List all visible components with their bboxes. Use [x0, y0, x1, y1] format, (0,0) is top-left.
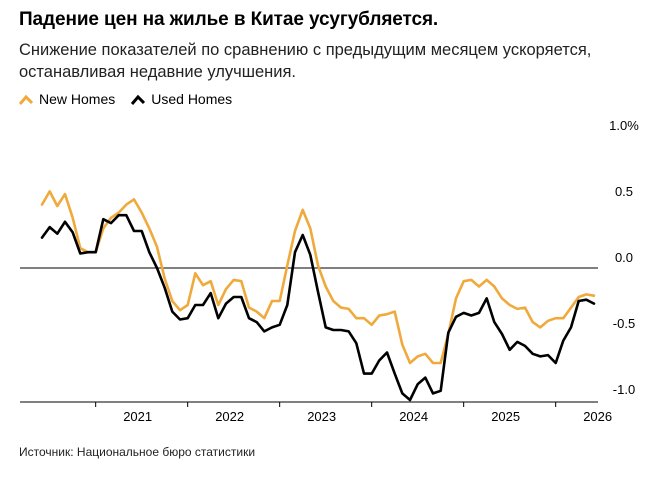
y-tick-label: -0.5 — [613, 316, 635, 331]
x-tick-label: 2024 — [399, 409, 428, 424]
legend-label-new-homes: New Homes — [39, 91, 116, 107]
new-homes-swatch-icon — [19, 94, 33, 105]
series-line-used-homes — [40, 213, 596, 402]
source-note: Источник: Национальное бюро статистики — [19, 445, 256, 459]
y-tick-label: 0.5 — [615, 184, 633, 199]
y-tick-label: 0.0 — [615, 250, 633, 265]
legend: New Homes Used Homes — [19, 91, 248, 107]
legend-item-new-homes: New Homes — [19, 91, 115, 107]
chart-subtitle: Снижение показателей по сравнению с пред… — [19, 41, 592, 81]
x-tick-label: 2025 — [491, 409, 520, 424]
y-tick-label: 1.0% — [609, 118, 639, 133]
x-tick-label: 2022 — [215, 409, 244, 424]
used-homes-swatch-icon — [131, 94, 146, 105]
y-tick-label: -1.0 — [613, 382, 635, 397]
x-tick-label: 2021 — [123, 409, 152, 424]
x-tick-label: 2026 — [583, 409, 612, 424]
legend-label-used-homes: Used Homes — [151, 91, 233, 107]
chart-title: Падение цен на жилье в Китае усугубляетс… — [19, 9, 439, 30]
x-tick-label: 2023 — [307, 409, 336, 424]
legend-item-used-homes: Used Homes — [131, 91, 232, 107]
series-line-new-homes — [40, 190, 596, 365]
